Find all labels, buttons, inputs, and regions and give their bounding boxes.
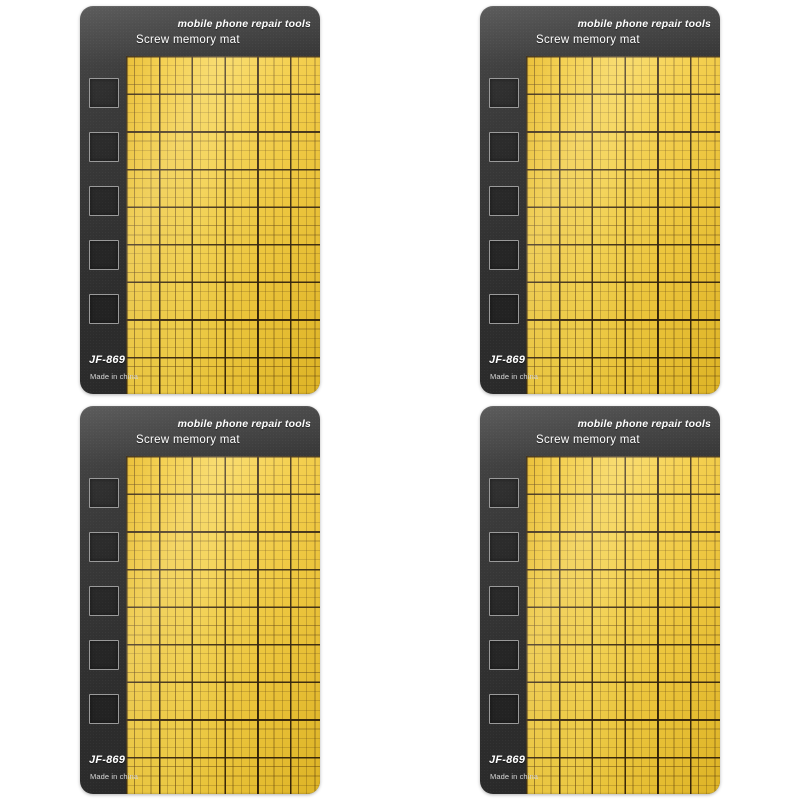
- slot-square: [89, 132, 119, 162]
- slot-square: [489, 186, 519, 216]
- magnetic-grid-area: [126, 456, 320, 794]
- slot-square: [89, 78, 119, 108]
- screw-memory-mat-card[interactable]: mobile phone repair tools Screw memory m…: [80, 6, 320, 394]
- subtitle-line: Screw memory mat: [536, 34, 640, 46]
- slot-square: [489, 586, 519, 616]
- origin-label: Made in china: [490, 372, 538, 381]
- card-cell-bottom-left: mobile phone repair tools Screw memory m…: [0, 400, 400, 800]
- slot-square: [89, 478, 119, 508]
- brand-line: mobile phone repair tools: [177, 18, 311, 30]
- grid-major-lines: [526, 56, 720, 394]
- origin-label: Made in china: [90, 772, 138, 781]
- grid-major-lines: [526, 456, 720, 794]
- grid-major-lines: [126, 56, 320, 394]
- slot-column: [489, 478, 519, 748]
- slot-column: [89, 78, 119, 348]
- slot-square: [489, 78, 519, 108]
- slot-column: [89, 478, 119, 748]
- card-cell-bottom-right: mobile phone repair tools Screw memory m…: [400, 400, 800, 800]
- screw-memory-mat-card[interactable]: mobile phone repair tools Screw memory m…: [80, 406, 320, 794]
- slot-square: [489, 478, 519, 508]
- origin-label: Made in china: [490, 772, 538, 781]
- slot-square: [89, 586, 119, 616]
- slot-square: [489, 640, 519, 670]
- magnetic-grid-area: [526, 456, 720, 794]
- slot-square: [89, 694, 119, 724]
- brand-line: mobile phone repair tools: [577, 18, 711, 30]
- slot-square: [489, 294, 519, 324]
- slot-square: [89, 186, 119, 216]
- magnetic-grid-area: [526, 56, 720, 394]
- model-label: JF-869: [489, 354, 526, 366]
- slot-square: [489, 532, 519, 562]
- card-cell-top-right: mobile phone repair tools Screw memory m…: [400, 0, 800, 400]
- magnetic-grid-area: [126, 56, 320, 394]
- slot-square: [89, 240, 119, 270]
- slot-square: [89, 294, 119, 324]
- subtitle-line: Screw memory mat: [536, 434, 640, 446]
- card-cell-top-left: mobile phone repair tools Screw memory m…: [0, 0, 400, 400]
- slot-column: [489, 78, 519, 348]
- brand-line: mobile phone repair tools: [177, 418, 311, 430]
- model-label: JF-869: [89, 354, 126, 366]
- subtitle-line: Screw memory mat: [136, 34, 240, 46]
- screw-memory-mat-card[interactable]: mobile phone repair tools Screw memory m…: [480, 406, 720, 794]
- slot-square: [89, 532, 119, 562]
- subtitle-line: Screw memory mat: [136, 434, 240, 446]
- brand-line: mobile phone repair tools: [577, 418, 711, 430]
- slot-square: [489, 240, 519, 270]
- slot-square: [489, 694, 519, 724]
- model-label: JF-869: [489, 754, 526, 766]
- slot-square: [489, 132, 519, 162]
- model-label: JF-869: [89, 754, 126, 766]
- slot-square: [89, 640, 119, 670]
- screw-memory-mat-card[interactable]: mobile phone repair tools Screw memory m…: [480, 6, 720, 394]
- origin-label: Made in china: [90, 372, 138, 381]
- grid-major-lines: [126, 456, 320, 794]
